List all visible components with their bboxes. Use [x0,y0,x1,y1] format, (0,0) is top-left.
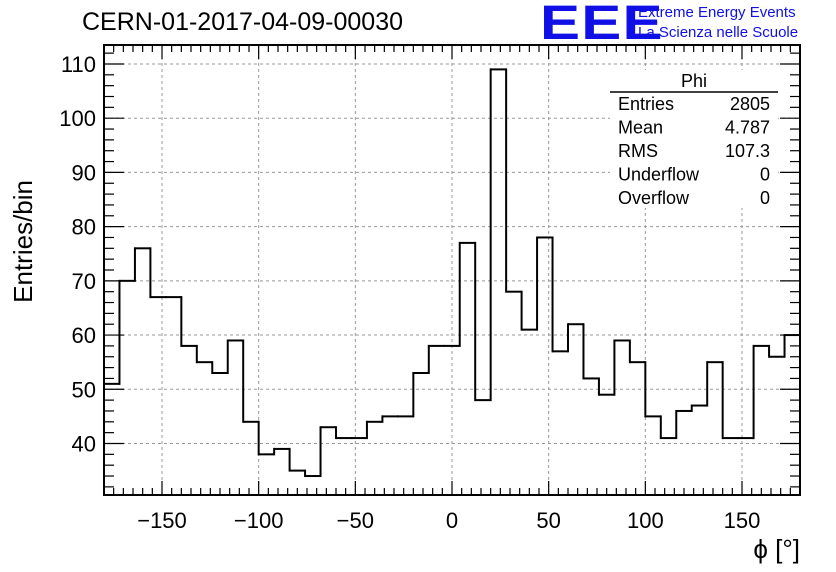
y-tick-label: 60 [72,323,96,348]
stats-row-label: Underflow [618,165,700,185]
histogram-bin [288,447,306,472]
stats-row-label: Mean [618,118,663,138]
histogram-bin [706,361,723,407]
histogram-bin [133,247,151,282]
eee-logo-line2: La Scienza nelle Scuole [638,24,799,41]
histogram-bin [412,372,429,418]
histogram-bin [597,377,615,396]
x-tick-label: 100 [627,508,664,533]
histogram-bin [536,236,553,331]
run-title: CERN-01-2017-04-09-00030 [82,8,404,36]
histogram-bin [505,68,522,293]
x-tick-label: 150 [724,508,761,533]
x-tick-label: −150 [137,508,187,533]
stats-row-label: Entries [618,94,674,114]
histogram-bin [752,344,770,440]
y-axis: 40 50 60 70 80 90 100 110 [59,52,800,488]
y-tick-label: 100 [59,106,96,131]
histogram-bin [365,420,383,440]
histogram-bin [644,361,661,418]
histogram-bin [659,415,677,440]
histogram-bin [628,339,646,364]
stats-box-background [610,70,778,208]
stats-row-value: 2805 [730,94,770,114]
stats-box: Phi Entries 2805 Mean 4.787 RMS 107.3 Underflow… [610,70,778,208]
histogram-bin [489,68,507,402]
histogram-bin [427,344,445,375]
y-tick-label: 80 [72,215,96,240]
histogram-bin [690,404,708,412]
histogram-bin [304,469,321,478]
histogram-bin [474,241,491,402]
histogram-bin [582,323,599,380]
x-tick-label: 0 [446,508,458,533]
histogram-bin [273,447,290,456]
histogram-bin [226,339,244,375]
y-tick-label: 110 [61,52,96,77]
grid-lines [104,45,800,495]
stats-row-value: 0 [760,188,770,208]
y-tick-label: 70 [72,269,96,294]
y-tick-label: 90 [72,160,96,185]
stats-row-value: 0 [760,165,770,185]
x-tick-label: −50 [337,508,374,533]
x-axis-label: ϕ [°] [753,534,800,564]
histogram-bin [675,409,692,440]
histogram-bin [551,236,568,353]
stats-row-label: Overflow [618,188,690,208]
histogram-bin [567,323,584,353]
y-tick-label: 40 [72,431,96,456]
y-tick-label: 50 [72,377,96,402]
histogram-bin [768,344,785,358]
stats-box-title: Phi [681,71,707,91]
histogram-bin [721,361,739,440]
eee-logo-line1: Extreme Energy Events [638,4,796,21]
histogram-bin [335,426,352,440]
histogram-bin [381,415,398,423]
histogram-bin [242,339,259,423]
histogram-bin [319,426,336,478]
stats-row-value: 4.787 [725,118,770,138]
histogram-bin [211,361,228,375]
histogram-bin [257,420,275,456]
histogram-bin [195,344,213,364]
histogram-bin [118,279,135,385]
stats-row-value: 107.3 [725,141,770,161]
histogram-bin [149,247,166,299]
histogram-bin [180,296,197,347]
histogram-bin [613,339,630,396]
histogram-bin [458,241,476,347]
x-tick-label: −100 [234,508,284,533]
eee-logo: EEE [540,0,664,50]
y-axis-label: Entries/bin [8,180,38,303]
x-tick-label: 50 [536,508,560,533]
histogram-bin [520,290,538,331]
x-axis: −150 −100 −50 0 50 100 150 [113,45,791,533]
stats-row-label: RMS [618,141,658,161]
